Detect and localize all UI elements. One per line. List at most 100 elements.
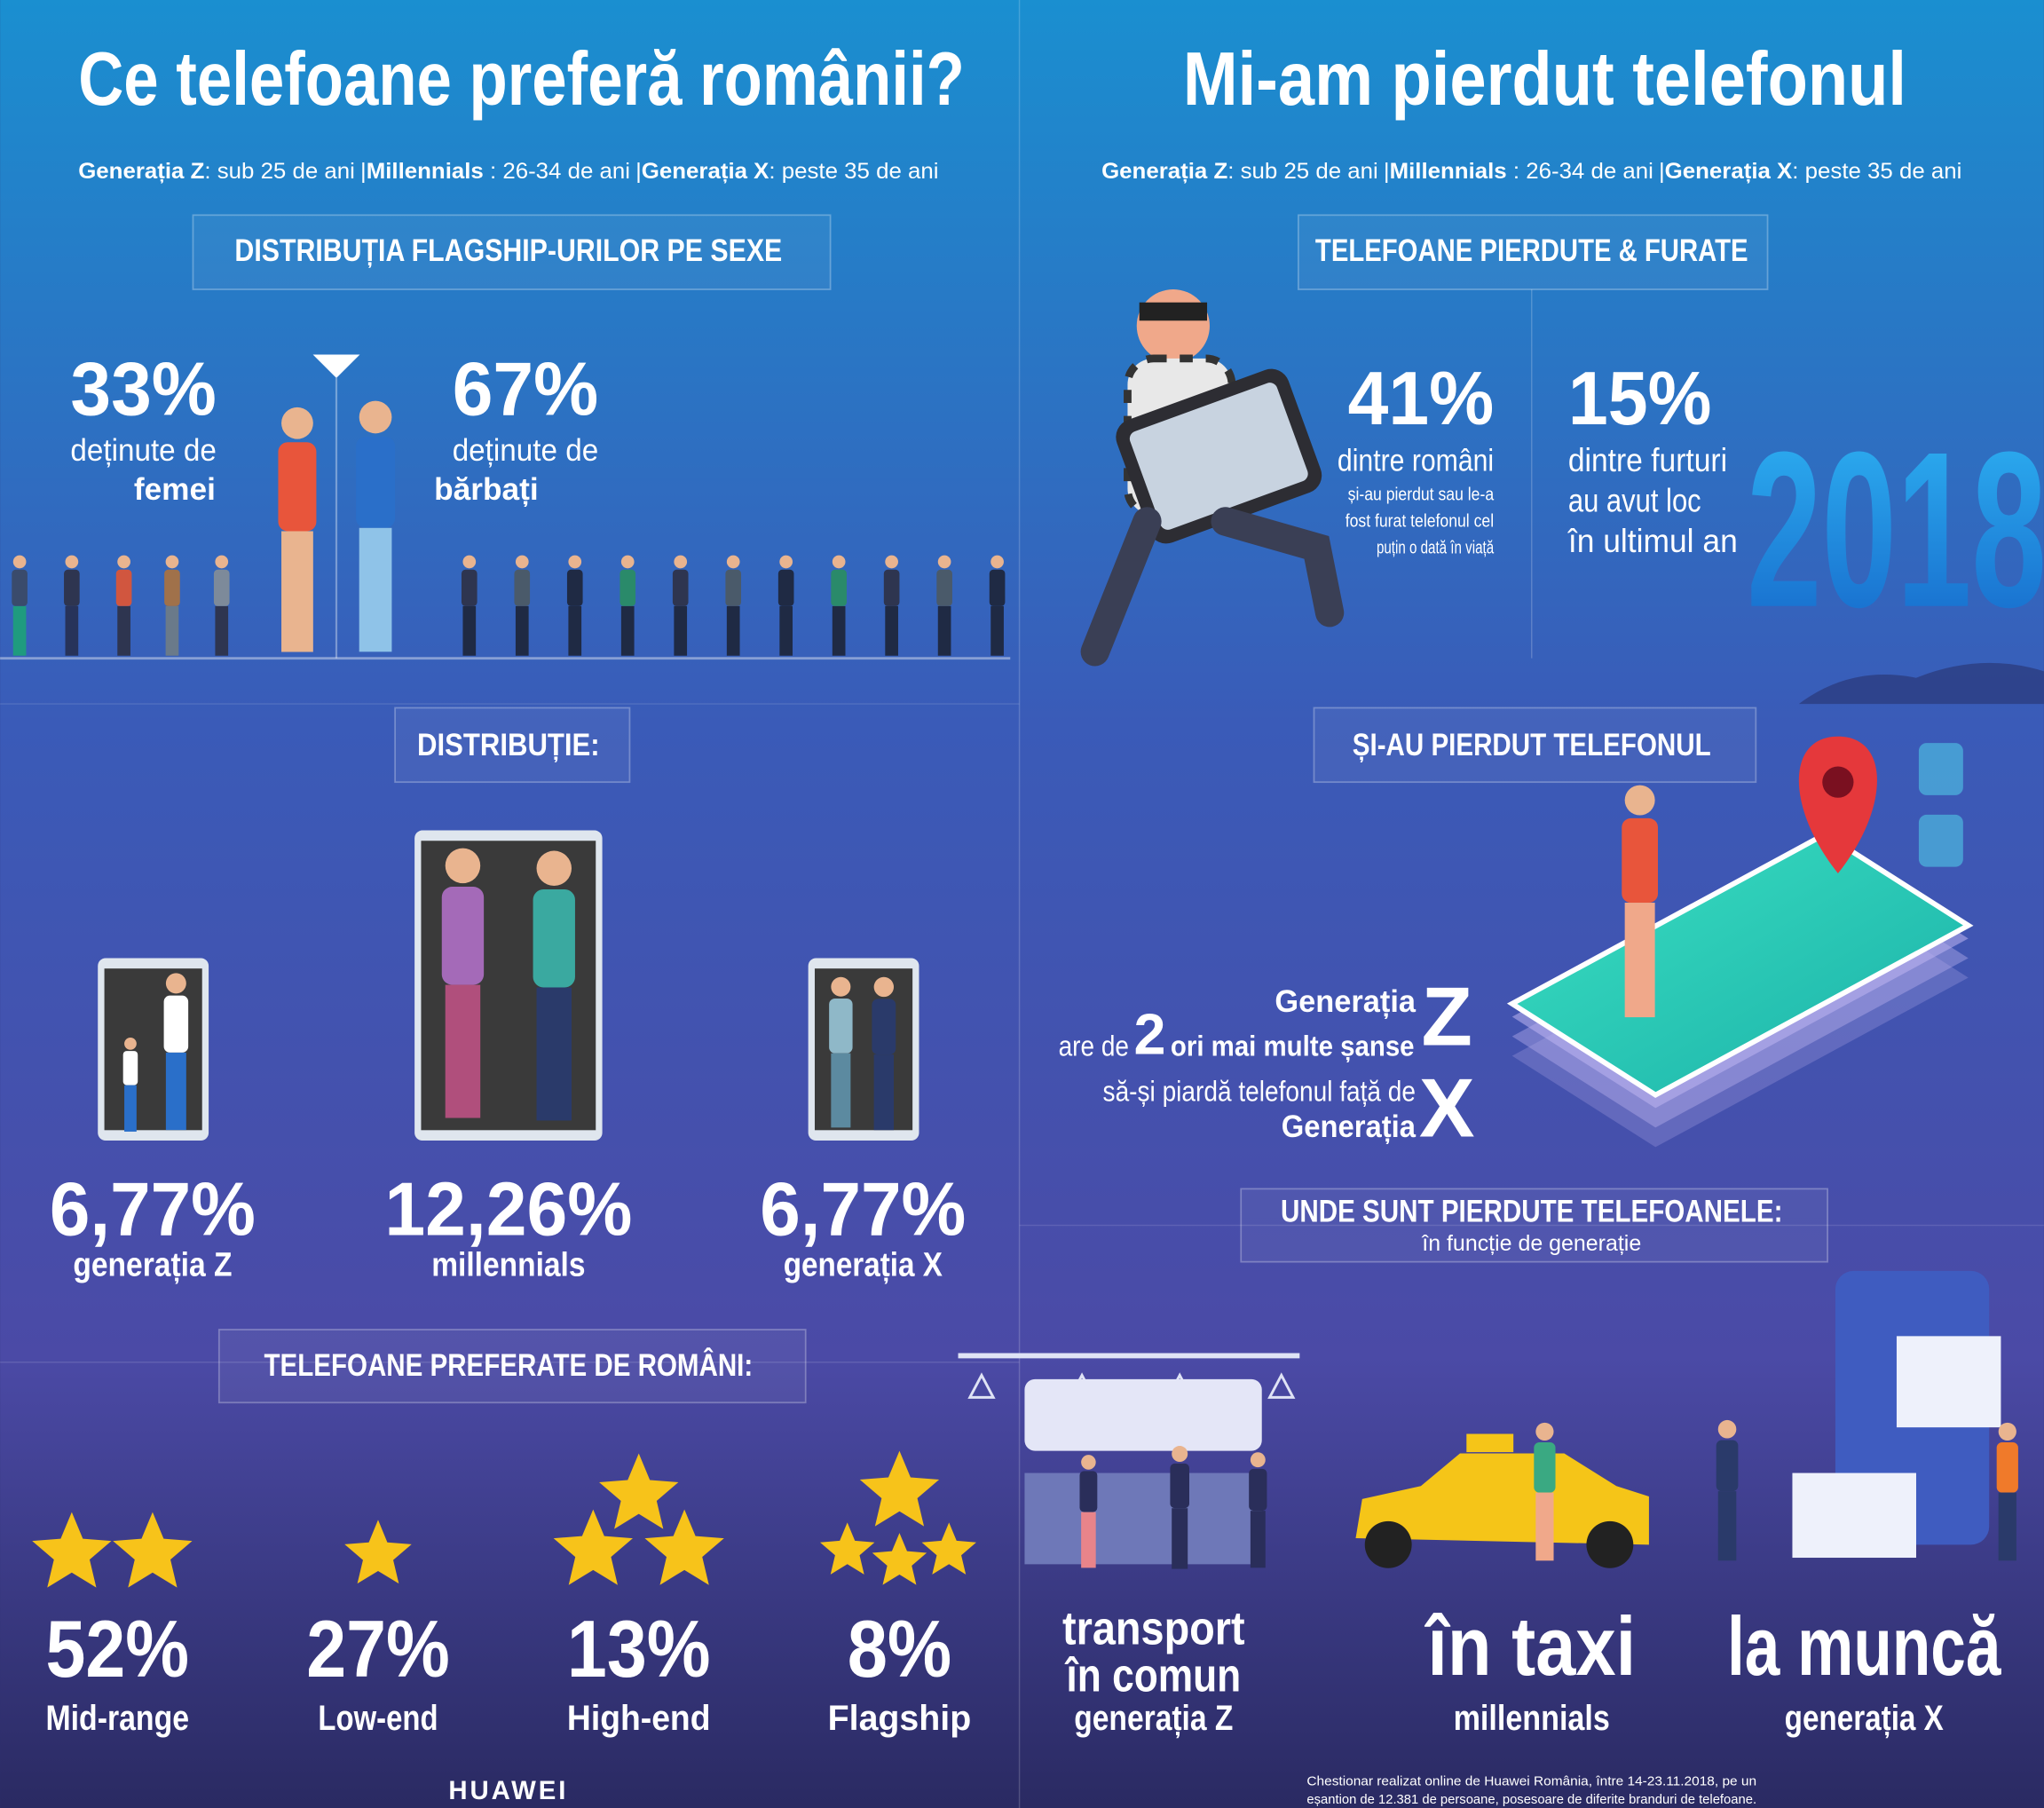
stat-note: și-au pierdut sau le-a bbox=[1348, 485, 1495, 505]
age-group-name: Generația X bbox=[642, 158, 769, 183]
office-card bbox=[1896, 1336, 2001, 1428]
section-heading: DISTRIBUȚIE: bbox=[417, 728, 600, 762]
thief-mask bbox=[1139, 302, 1208, 321]
age-group-desc: : 26-34 de ani bbox=[484, 158, 630, 183]
stat-line: în ultimul an bbox=[1567, 523, 1738, 559]
age-groups-line: Generația Z: sub 25 de ani |Millennials :… bbox=[1101, 158, 1961, 183]
person-head bbox=[359, 400, 392, 434]
person-head bbox=[215, 555, 229, 569]
age-group-name: Millennials bbox=[367, 158, 484, 183]
person-legs bbox=[1998, 1492, 2016, 1561]
person-legs bbox=[536, 987, 572, 1121]
age-group-name: Generația Z bbox=[1101, 158, 1227, 183]
person-legs bbox=[726, 605, 740, 656]
person-legs bbox=[1250, 1511, 1266, 1568]
person-legs bbox=[462, 605, 477, 656]
stat-value: 33% bbox=[70, 347, 216, 431]
person-head bbox=[990, 555, 1004, 569]
heading-box bbox=[1240, 1188, 1828, 1263]
person-head bbox=[445, 848, 481, 884]
heading-box bbox=[192, 214, 832, 290]
age-groups: Generația Z: sub 25 de ani |Millennials :… bbox=[78, 158, 1961, 183]
person-legs bbox=[779, 605, 793, 656]
illustrations bbox=[0, 289, 2044, 1588]
section-heading: DISTRIBUȚIA FLAGSHIP-URILOR PE SEXE bbox=[234, 233, 782, 268]
person-legs bbox=[674, 605, 688, 656]
person-head bbox=[281, 407, 313, 439]
place: în taxi bbox=[1424, 1599, 1636, 1693]
heading-box bbox=[1313, 707, 1757, 784]
stat-value: 6,77% bbox=[50, 1167, 256, 1251]
stat-value: 41% bbox=[1348, 357, 1494, 441]
star-icon bbox=[820, 1522, 875, 1575]
person-body bbox=[989, 569, 1006, 606]
lost-times: 2 bbox=[1133, 1003, 1165, 1067]
person-body bbox=[514, 569, 531, 606]
person-legs bbox=[1535, 1492, 1554, 1561]
person-head bbox=[1717, 1419, 1737, 1439]
person-body bbox=[829, 998, 853, 1054]
person-legs bbox=[1081, 1512, 1096, 1568]
person-head bbox=[1535, 1422, 1554, 1441]
person-legs bbox=[281, 531, 313, 652]
person-head bbox=[1624, 785, 1655, 816]
person-head bbox=[536, 850, 572, 887]
stat-label: bărbați bbox=[434, 472, 538, 507]
person-head bbox=[620, 555, 635, 569]
stat-line: dintre furturi bbox=[1568, 442, 1727, 478]
person-head bbox=[831, 976, 851, 997]
bus-handle bbox=[1267, 1372, 1296, 1399]
person-body bbox=[533, 888, 575, 988]
map-pin-hole bbox=[1822, 766, 1854, 798]
person-legs bbox=[12, 605, 27, 656]
stat-value: 52% bbox=[45, 1605, 189, 1694]
person-head bbox=[937, 555, 951, 569]
person-legs bbox=[65, 605, 79, 656]
person-head bbox=[462, 555, 477, 569]
person-legs bbox=[515, 605, 529, 656]
group: generația X bbox=[1785, 1699, 1945, 1738]
brand: HUAWEI bbox=[448, 1776, 568, 1805]
stat-label: High-end bbox=[567, 1699, 711, 1738]
stat-note: puțin o dată în viață bbox=[1377, 538, 1495, 558]
person-legs bbox=[831, 1053, 851, 1128]
person-legs bbox=[359, 527, 392, 652]
person-head bbox=[1998, 1422, 2016, 1441]
person-legs bbox=[1172, 1508, 1188, 1569]
person-head bbox=[674, 555, 688, 569]
person-head bbox=[726, 555, 740, 569]
stat-value: 15% bbox=[1568, 357, 1712, 441]
stat-label: dintre furturi au avut loc în ultimul an bbox=[1567, 442, 1738, 559]
person-body bbox=[1170, 1463, 1189, 1509]
bus-handle bbox=[967, 1372, 996, 1399]
taxi-wheel bbox=[1364, 1520, 1412, 1568]
map-pin bbox=[1798, 736, 1877, 873]
section-heading: TELEFOANE PIERDUTE & FURATE bbox=[1315, 233, 1748, 268]
star-icon bbox=[32, 1512, 112, 1588]
person-head bbox=[1250, 1452, 1266, 1468]
marker bbox=[312, 354, 360, 378]
person-body bbox=[1996, 1442, 2018, 1493]
lost-text: Generația bbox=[1282, 1109, 1417, 1144]
stat-label: dintre români bbox=[1338, 444, 1494, 478]
office-card bbox=[1792, 1472, 1916, 1559]
person-legs bbox=[445, 984, 481, 1118]
person-body bbox=[441, 887, 485, 985]
person-body bbox=[620, 569, 636, 606]
lost-text: să-și piardă telefonul față de bbox=[1103, 1076, 1416, 1108]
phone-map bbox=[1506, 831, 1974, 1099]
person-body bbox=[115, 569, 132, 606]
taxi-sign bbox=[1466, 1433, 1514, 1453]
lost-text: are de bbox=[1059, 1030, 1129, 1062]
person-head bbox=[779, 555, 793, 569]
separator: | bbox=[360, 158, 367, 183]
lost-text: Generația bbox=[1275, 984, 1416, 1019]
stat-label: deținute de bbox=[70, 433, 216, 468]
person-head bbox=[124, 1037, 137, 1050]
person-legs bbox=[620, 605, 635, 656]
person-body bbox=[672, 569, 689, 606]
year: 2018 bbox=[1747, 406, 2044, 653]
person-legs bbox=[165, 605, 179, 656]
person-body bbox=[356, 436, 396, 528]
stat-label: Mid-range bbox=[45, 1699, 189, 1738]
